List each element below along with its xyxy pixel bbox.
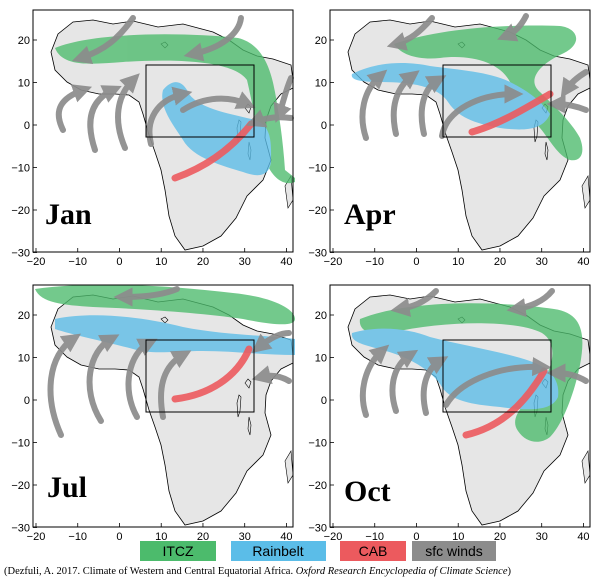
x-tick-label: 40 (577, 256, 589, 268)
x-tick-label: 30 (536, 256, 548, 268)
panel-jul: Jul (32, 284, 295, 528)
x-tick-label: 30 (536, 531, 548, 543)
itcz-band (35, 284, 295, 325)
y-tick-label: −20 (11, 205, 30, 217)
y-tick-label: −20 (308, 205, 327, 217)
month-label: Oct (344, 475, 391, 508)
y-tick-label: 20 (315, 35, 327, 47)
x-tick-label: −20 (324, 531, 343, 543)
x-tick-label: 0 (413, 256, 419, 268)
cab-line (462, 367, 548, 439)
y-tick-label: −30 (11, 248, 30, 260)
y-tick-label: −10 (308, 438, 327, 450)
panel-jan: Jan (32, 9, 295, 253)
legend-sfc-winds: sfc winds (412, 541, 496, 561)
y-tick-label: 0 (321, 120, 327, 132)
x-tick-label: 40 (280, 531, 292, 543)
y-tick-label: 20 (18, 35, 30, 47)
panel-apr: Apr (329, 9, 591, 253)
focus-box (145, 64, 255, 138)
focus-box (442, 64, 552, 138)
y-tick-label: −30 (11, 523, 30, 535)
x-tick-label: −20 (324, 256, 343, 268)
legend-itcz: ITCZ (140, 541, 216, 561)
y-tick-label: 10 (18, 353, 30, 365)
x-tick-label: 10 (452, 256, 464, 268)
x-tick-label: −10 (365, 531, 384, 543)
citation: (Dezfuli, A. 2017. Climate of Western an… (4, 566, 511, 577)
rainbelt-band (351, 328, 559, 410)
svg-text:Rainbelt: Rainbelt (252, 543, 303, 559)
y-tick-label: 10 (18, 78, 30, 90)
y-tick-label: −10 (308, 163, 327, 175)
svg-text:sfc winds: sfc winds (425, 543, 483, 559)
y-tick-label: 10 (315, 78, 327, 90)
sfc-winds (359, 288, 589, 418)
x-tick-label: 20 (494, 531, 506, 543)
x-tick-label: 30 (239, 531, 251, 543)
sfc-winds (47, 286, 292, 438)
cab-line (468, 90, 554, 136)
rainbelt-band (55, 315, 295, 355)
x-tick-label: 20 (197, 256, 209, 268)
x-tick-label: 10 (155, 256, 167, 268)
x-tick-label: 30 (239, 256, 251, 268)
x-tick-label: −20 (27, 531, 46, 543)
cab-line (171, 120, 255, 182)
y-tick-label: 0 (24, 120, 30, 132)
month-label: Jan (45, 198, 92, 231)
y-tick-label: 20 (315, 310, 327, 322)
legend-cab: CAB (340, 541, 406, 561)
x-tick-label: −20 (27, 256, 46, 268)
y-tick-label: −10 (11, 438, 30, 450)
month-label: Jul (47, 471, 87, 504)
month-label: Apr (344, 198, 396, 231)
y-tick-label: −30 (308, 523, 327, 535)
x-tick-label: 10 (452, 531, 464, 543)
x-tick-label: 0 (116, 531, 122, 543)
y-tick-label: 20 (18, 310, 30, 322)
focus-box (442, 339, 552, 413)
y-tick-label: −10 (11, 163, 30, 175)
y-tick-label: 0 (321, 395, 327, 407)
x-tick-label: 20 (494, 256, 506, 268)
x-tick-label: 20 (197, 531, 209, 543)
legend: ITCZ Rainbelt CAB sfc winds (140, 541, 496, 561)
x-tick-label: 10 (155, 531, 167, 543)
svg-text:ITCZ: ITCZ (162, 543, 194, 559)
y-tick-label: −20 (11, 480, 30, 492)
y-tick-label: −20 (308, 480, 327, 492)
y-tick-label: −30 (308, 248, 327, 260)
x-tick-label: 0 (413, 531, 419, 543)
y-tick-label: 10 (315, 353, 327, 365)
x-tick-label: 0 (116, 256, 122, 268)
focus-box (145, 339, 255, 413)
itcz-band (394, 25, 583, 161)
x-tick-label: −10 (365, 256, 384, 268)
sfc-winds (359, 13, 589, 141)
x-tick-label: 40 (280, 256, 292, 268)
cab-line (171, 345, 253, 403)
sfc-winds (55, 15, 294, 153)
x-tick-label: −10 (68, 531, 87, 543)
x-tick-label: −10 (68, 256, 87, 268)
y-tick-label: 0 (24, 395, 30, 407)
panel-oct: Oct (329, 284, 591, 528)
svg-text:CAB: CAB (359, 543, 388, 559)
x-tick-label: 40 (577, 531, 589, 543)
legend-rainbelt: Rainbelt (231, 541, 326, 561)
